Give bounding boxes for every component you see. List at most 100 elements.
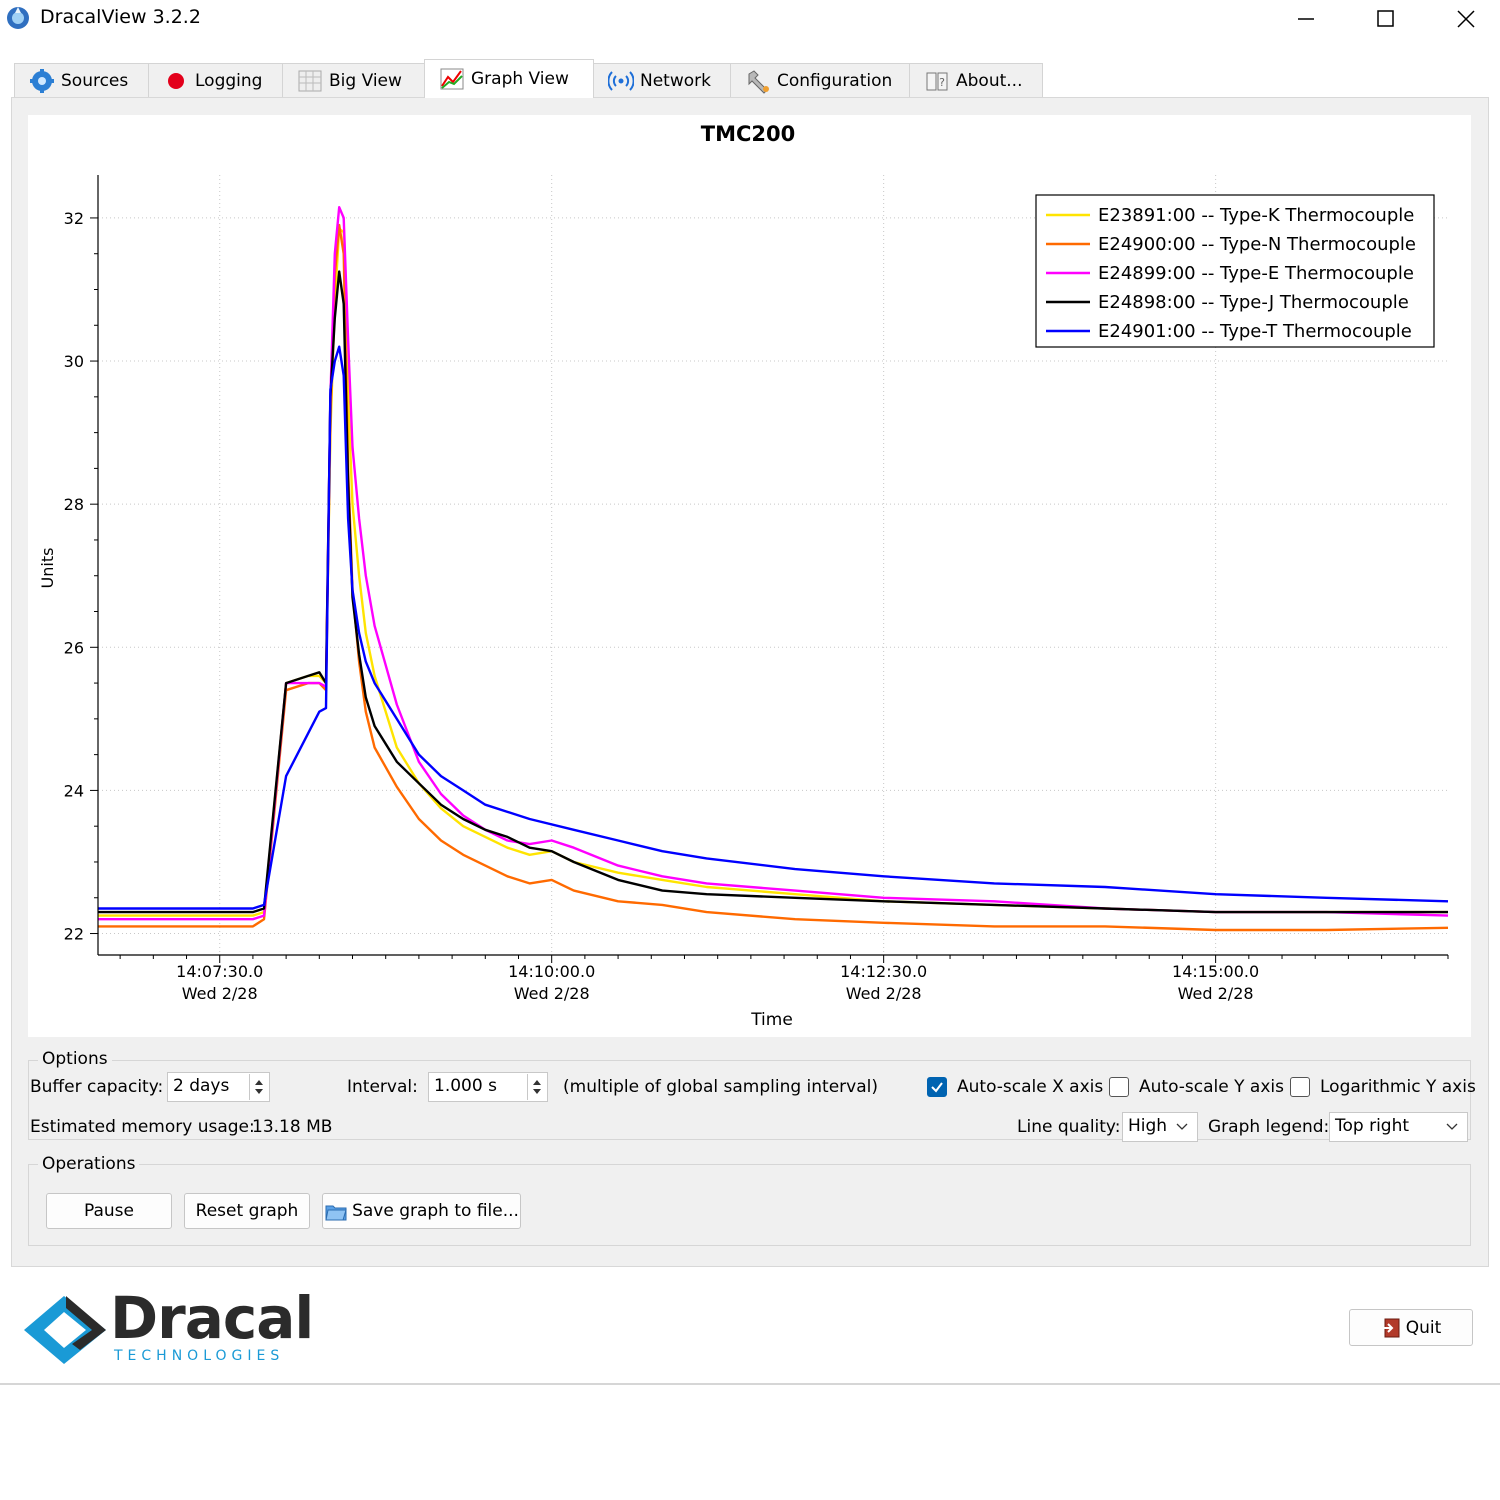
x-tick-label-time: 14:07:30.0 <box>176 962 263 981</box>
graph-legend-select[interactable]: Top right <box>1329 1112 1468 1142</box>
legend-entry: E24898:00 -- Type-J Thermocouple <box>1098 292 1409 313</box>
interval-value: 1.000 s <box>434 1076 497 1096</box>
auto-scale-y-checkbox[interactable] <box>1109 1077 1129 1097</box>
tab-sources[interactable]: Sources <box>14 63 149 97</box>
spin-arrows[interactable] <box>249 1074 268 1100</box>
window-bottom-edge <box>0 1383 1500 1385</box>
checkmark-icon <box>931 1082 943 1093</box>
record-icon <box>168 72 184 89</box>
buffer-capacity-spinbox[interactable]: 2 days <box>167 1072 270 1102</box>
close-button[interactable] <box>1426 0 1500 38</box>
exit-door-icon <box>1382 1318 1400 1337</box>
series-line-2 <box>98 223 1449 932</box>
chevron-down-icon <box>1446 1123 1458 1130</box>
save-graph-button-label: Save graph to file... <box>352 1201 519 1221</box>
legend-entry: E23891:00 -- Type-K Thermocouple <box>1098 205 1414 226</box>
tab-label: Graph View <box>471 69 569 89</box>
logarithmic-y-label[interactable]: Logarithmic Y axis <box>1320 1077 1476 1097</box>
spin-updown-icon <box>533 1080 541 1094</box>
y-tick-label: 26 <box>64 638 84 657</box>
y-tick-label: 24 <box>64 781 84 800</box>
logo-name: Dracal <box>110 1284 314 1352</box>
legend-entry: E24901:00 -- Type-T Thermocouple <box>1098 321 1412 342</box>
interval-spinbox[interactable]: 1.000 s <box>428 1072 548 1102</box>
auto-scale-x-label[interactable]: Auto-scale X axis <box>957 1077 1104 1097</box>
svg-text:?: ? <box>939 76 945 89</box>
series-line-3 <box>98 205 1449 921</box>
series-line-4 <box>98 270 1448 914</box>
chart-legend: E23891:00 -- Type-K Thermocouple E24900:0… <box>1035 194 1435 348</box>
x-axis-label: Time <box>750 1010 793 1030</box>
x-tick-label-time: 14:10:00.0 <box>508 962 595 981</box>
gear-icon <box>30 68 54 93</box>
graph-legend-value: Top right <box>1335 1116 1410 1136</box>
line-quality-select[interactable]: High <box>1122 1112 1198 1142</box>
y-tick-label: 22 <box>64 925 84 944</box>
y-tick-label: 30 <box>64 352 84 371</box>
buffer-capacity-label: Buffer capacity: <box>30 1077 164 1097</box>
maximize-button[interactable] <box>1346 0 1426 38</box>
legend-entry: E24899:00 -- Type-E Thermocouple <box>1098 263 1414 284</box>
memory-usage-value: 13.18 MB <box>252 1117 333 1137</box>
operations-group <box>28 1164 1471 1246</box>
graph-area[interactable]: TMC200 Units Time 22 24 26 28 30 32 14:07:30.0… <box>28 115 1471 1037</box>
line-quality-label: Line quality: <box>1017 1117 1121 1137</box>
legend-box <box>1035 194 1435 348</box>
y-axis-label: Units <box>38 548 57 589</box>
options-group <box>28 1060 1471 1140</box>
tab-label: Logging <box>195 70 263 91</box>
title-bar: DracalView 3.2.2 <box>0 0 1500 40</box>
x-tick-label-day: Wed 2/28 <box>182 984 258 1003</box>
memory-usage-label: Estimated memory usage: <box>30 1117 255 1137</box>
tab-label: Configuration <box>777 70 893 91</box>
dracal-logo: Dracal TECHNOLOGIES <box>22 1284 314 1373</box>
auto-scale-x-checkbox[interactable] <box>927 1077 947 1097</box>
tab-label: Sources <box>61 70 129 91</box>
app-icon <box>7 7 29 29</box>
maximize-icon <box>1377 10 1394 27</box>
chart: TMC200 Units Time 22 24 26 28 30 32 14:07:30.0… <box>38 122 1449 1030</box>
logarithmic-y-checkbox[interactable] <box>1290 1077 1310 1097</box>
graph-icon <box>440 68 464 90</box>
quit-button-label: Quit <box>1405 1317 1442 1338</box>
x-tick-label-time: 14:15:00.0 <box>1172 962 1259 981</box>
tab-configuration[interactable]: Configuration <box>730 63 910 97</box>
interval-note: (multiple of global sampling interval) <box>563 1077 878 1097</box>
series-line-5 <box>98 345 1449 910</box>
interval-label: Interval: <box>347 1077 418 1097</box>
y-tick-label: 28 <box>64 495 84 514</box>
tab-logging[interactable]: Logging <box>148 63 283 97</box>
operations-title: Operations <box>38 1154 140 1174</box>
logo-subtitle: TECHNOLOGIES <box>114 1348 285 1364</box>
x-tick-label-time: 14:12:30.0 <box>840 962 927 981</box>
minimize-icon <box>1298 18 1314 20</box>
dracal-logo-mark <box>24 1296 106 1364</box>
tab-big-view[interactable]: Big View <box>282 63 425 97</box>
tab-graph-view[interactable]: Graph View <box>424 59 594 98</box>
wireless-icon <box>608 70 634 91</box>
x-tick-label-day: Wed 2/28 <box>846 984 922 1003</box>
save-graph-button[interactable]: Save graph to file... <box>322 1193 521 1229</box>
line-quality-value: High <box>1128 1116 1168 1136</box>
pause-button[interactable]: Pause <box>46 1193 172 1229</box>
reset-graph-button-label: Reset graph <box>195 1201 299 1221</box>
window-title: DracalView 3.2.2 <box>40 6 201 28</box>
options-title: Options <box>38 1049 112 1069</box>
tab-network[interactable]: Network <box>593 63 731 97</box>
reset-graph-button[interactable]: Reset graph <box>184 1193 310 1229</box>
quit-button[interactable]: Quit <box>1349 1309 1473 1346</box>
pause-button-label: Pause <box>84 1201 134 1221</box>
legend-entry: E24900:00 -- Type-N Thermocouple <box>1098 234 1416 255</box>
minimize-button[interactable] <box>1266 0 1346 38</box>
y-tick-label: 32 <box>64 209 84 228</box>
close-icon <box>1457 10 1475 28</box>
x-tick-label-day: Wed 2/28 <box>514 984 590 1003</box>
buffer-capacity-value: 2 days <box>173 1076 230 1096</box>
spin-arrows[interactable] <box>527 1074 546 1100</box>
x-tick-label-day: Wed 2/28 <box>1178 984 1254 1003</box>
tab-about[interactable]: ? About... <box>909 63 1043 97</box>
auto-scale-y-label[interactable]: Auto-scale Y axis <box>1139 1077 1284 1097</box>
grid-icon <box>298 70 322 91</box>
chevron-down-icon <box>1176 1123 1188 1130</box>
folder-save-icon <box>325 1205 347 1221</box>
